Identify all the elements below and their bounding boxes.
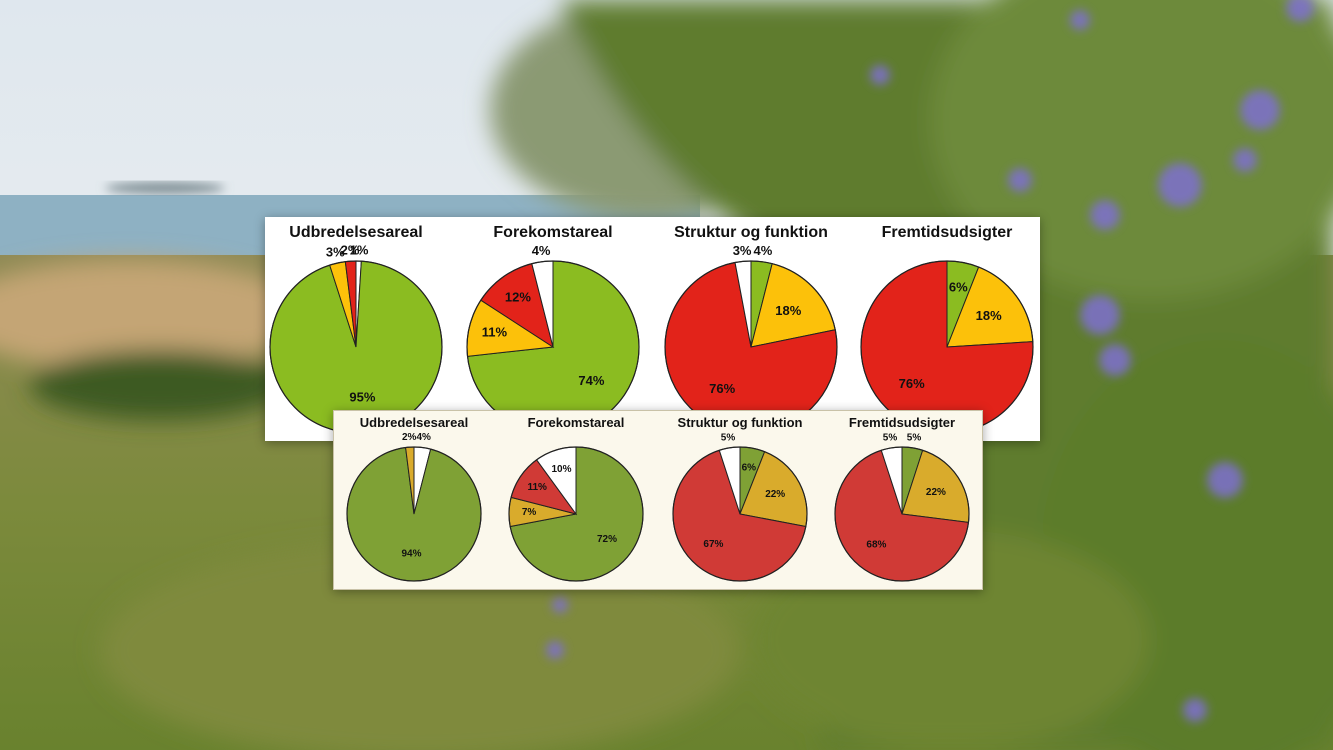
slice-label: 22% — [926, 487, 946, 498]
pie-outline — [346, 446, 482, 582]
chart-title: Forekomstareal — [493, 224, 612, 241]
pie-chart-top-3: Struktur og funktion 4% 18% 76% 3% — [664, 224, 838, 434]
chart-title: Udbredelsesareal — [289, 224, 422, 241]
slice-label: 10% — [551, 464, 571, 475]
slice-label: 18% — [775, 303, 801, 318]
chart-title: Struktur og funktion — [674, 224, 828, 241]
slice-label: 12% — [505, 290, 531, 305]
slice-label: 22% — [765, 489, 785, 500]
top-pie-charts: Udbredelsesareal1%95%3%2%Forekomstareal7… — [269, 224, 1034, 434]
slice-label: 67% — [703, 539, 723, 550]
slice-label: 76% — [709, 381, 735, 396]
slice-label: 5% — [883, 433, 898, 444]
slice-label: 3% — [326, 245, 345, 260]
slice-label: 2% — [402, 432, 417, 443]
pie-outline — [672, 446, 808, 582]
bottom-chart-panel: Udbredelsesareal 4% 94% 2% Forekomstareal 72%… — [333, 410, 983, 590]
slice-label: 4% — [532, 243, 551, 258]
pie-chart-bottom-1: Udbredelsesareal 4% 94% 2% — [346, 415, 482, 582]
slice-label: 5% — [907, 433, 922, 444]
pie-chart-top-4: Fremtidsudsigter 6% 18% 76% — [860, 224, 1034, 434]
slice-label: 7% — [522, 507, 537, 518]
slice-label: 1% — [350, 242, 369, 257]
chart-title: Fremtidsudsigter — [882, 224, 1013, 241]
slice-label: 4% — [754, 243, 773, 258]
slice-label: 6% — [742, 463, 757, 474]
slice-label: 94% — [401, 549, 421, 560]
pie-outline — [508, 446, 644, 582]
slice-label: 95% — [349, 390, 375, 405]
slice-label: 68% — [866, 540, 886, 551]
pie-outline — [834, 446, 970, 582]
slice-label: 6% — [949, 279, 968, 294]
slice-label: 76% — [899, 376, 925, 391]
bottom-pie-charts: Udbredelsesareal 4% 94% 2% Forekomstareal 72%… — [346, 415, 970, 582]
slice-label: 11% — [527, 482, 547, 493]
slice-label: 3% — [733, 243, 752, 258]
chart-title: Forekomstareal — [528, 415, 625, 430]
top-chart-panel: Udbredelsesareal 1% 95% 3% 2% Forekomstareal 7… — [265, 217, 1040, 441]
pie-chart-top-2: Forekomstareal 74% 11% 12% 4% — [466, 224, 640, 434]
slice-label: 72% — [597, 534, 617, 545]
slice-label: 74% — [578, 373, 604, 388]
pie-chart-bottom-4: Fremtidsudsigter 5% 22% 68% 5% — [834, 415, 970, 582]
slice-label: 18% — [976, 308, 1002, 323]
slice-label: 4% — [416, 432, 431, 443]
slice-label: 5% — [721, 433, 736, 444]
slice-label: 11% — [482, 325, 508, 340]
slice-label: 2% — [341, 243, 360, 258]
chart-title: Struktur og funktion — [678, 415, 803, 430]
chart-title: Fremtidsudsigter — [849, 415, 955, 430]
pie-chart-bottom-2: Forekomstareal 72% 7% 11% 10% — [508, 415, 644, 582]
pie-chart-bottom-3: Struktur og funktion 6% 22% 67% 5% — [672, 415, 808, 582]
chart-title: Udbredelsesareal — [360, 415, 468, 430]
